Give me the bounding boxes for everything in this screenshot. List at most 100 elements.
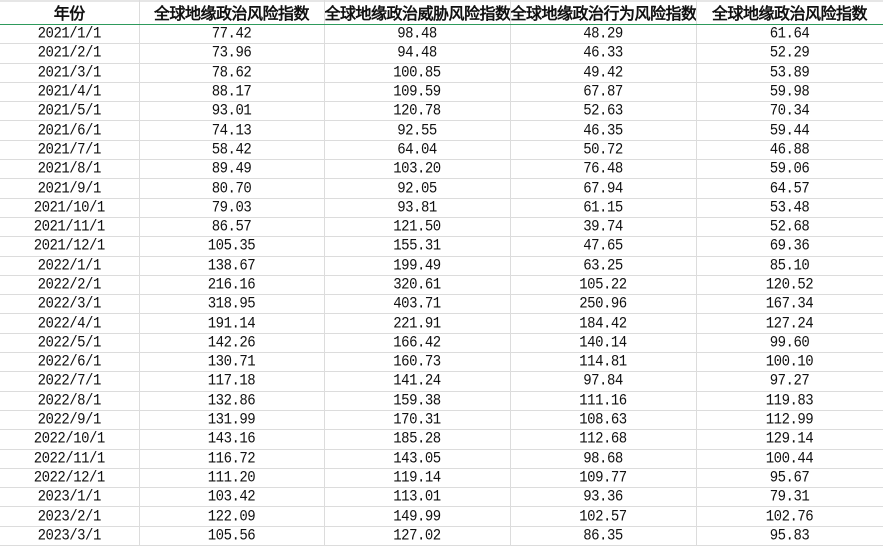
value-cell[interactable]: 52.63	[510, 101, 697, 122]
value-cell[interactable]: 112.99	[696, 410, 883, 431]
value-cell[interactable]: 70.34	[696, 101, 883, 122]
value-cell[interactable]: 121.50	[324, 217, 511, 238]
value-cell[interactable]: 92.05	[324, 178, 511, 199]
date-cell[interactable]: 2021/12/1	[0, 236, 140, 257]
value-cell[interactable]: 221.91	[324, 313, 511, 334]
value-cell[interactable]: 127.24	[696, 313, 883, 334]
value-cell[interactable]: 53.89	[696, 63, 883, 83]
value-cell[interactable]: 92.55	[324, 120, 511, 141]
value-cell[interactable]: 59.44	[696, 120, 883, 141]
date-cell[interactable]: 2022/5/1	[0, 333, 140, 354]
date-cell[interactable]: 2021/8/1	[0, 159, 140, 180]
value-cell[interactable]: 250.96	[510, 294, 697, 315]
value-cell[interactable]: 119.14	[324, 468, 511, 489]
value-cell[interactable]: 94.48	[324, 43, 511, 64]
date-cell[interactable]: 2021/1/1	[0, 24, 140, 45]
value-cell[interactable]: 79.31	[696, 487, 883, 508]
column-header[interactable]: 全球地缘政治威胁风险指数	[324, 0, 511, 25]
date-cell[interactable]: 2022/9/1	[0, 410, 140, 431]
value-cell[interactable]: 142.26	[139, 333, 325, 354]
value-cell[interactable]: 105.22	[510, 275, 697, 296]
date-cell[interactable]: 2022/3/1	[0, 294, 140, 315]
value-cell[interactable]: 160.73	[324, 352, 511, 373]
value-cell[interactable]: 199.49	[324, 256, 511, 276]
value-cell[interactable]: 67.87	[510, 82, 697, 103]
value-cell[interactable]: 86.35	[510, 526, 697, 546]
value-cell[interactable]: 159.38	[324, 391, 511, 411]
value-cell[interactable]: 47.65	[510, 236, 697, 257]
value-cell[interactable]: 141.24	[324, 371, 511, 392]
value-cell[interactable]: 46.88	[696, 140, 883, 161]
value-cell[interactable]: 111.16	[510, 391, 697, 411]
date-cell[interactable]: 2022/8/1	[0, 391, 140, 411]
value-cell[interactable]: 138.67	[139, 256, 325, 276]
value-cell[interactable]: 130.71	[139, 352, 325, 373]
value-cell[interactable]: 85.10	[696, 256, 883, 276]
value-cell[interactable]: 74.13	[139, 120, 325, 141]
value-cell[interactable]: 93.36	[510, 487, 697, 508]
value-cell[interactable]: 53.48	[696, 198, 883, 218]
date-cell[interactable]: 2021/9/1	[0, 178, 140, 199]
value-cell[interactable]: 143.16	[139, 429, 325, 450]
value-cell[interactable]: 166.42	[324, 333, 511, 354]
value-cell[interactable]: 167.34	[696, 294, 883, 315]
value-cell[interactable]: 102.57	[510, 506, 697, 527]
value-cell[interactable]: 69.36	[696, 236, 883, 257]
date-cell[interactable]: 2021/11/1	[0, 217, 140, 238]
value-cell[interactable]: 77.42	[139, 24, 325, 45]
value-cell[interactable]: 97.27	[696, 371, 883, 392]
date-cell[interactable]: 2021/5/1	[0, 101, 140, 122]
value-cell[interactable]: 95.83	[696, 526, 883, 546]
value-cell[interactable]: 78.62	[139, 63, 325, 83]
value-cell[interactable]: 109.59	[324, 82, 511, 103]
value-cell[interactable]: 99.60	[696, 333, 883, 354]
value-cell[interactable]: 185.28	[324, 429, 511, 450]
date-cell[interactable]: 2022/11/1	[0, 449, 140, 469]
value-cell[interactable]: 318.95	[139, 294, 325, 315]
value-cell[interactable]: 100.10	[696, 352, 883, 373]
column-header[interactable]: 全球地缘政治风险指数	[139, 0, 325, 25]
date-cell[interactable]: 2022/10/1	[0, 429, 140, 450]
value-cell[interactable]: 120.52	[696, 275, 883, 296]
value-cell[interactable]: 48.29	[510, 24, 697, 45]
value-cell[interactable]: 108.63	[510, 410, 697, 431]
value-cell[interactable]: 52.68	[696, 217, 883, 238]
value-cell[interactable]: 102.76	[696, 506, 883, 527]
value-cell[interactable]: 191.14	[139, 313, 325, 334]
value-cell[interactable]: 109.77	[510, 468, 697, 489]
column-header[interactable]: 全球地缘政治行为风险指数	[510, 0, 697, 25]
value-cell[interactable]: 52.29	[696, 43, 883, 64]
value-cell[interactable]: 59.06	[696, 159, 883, 180]
value-cell[interactable]: 131.99	[139, 410, 325, 431]
date-cell[interactable]: 2022/7/1	[0, 371, 140, 392]
date-cell[interactable]: 2021/6/1	[0, 120, 140, 141]
value-cell[interactable]: 320.61	[324, 275, 511, 296]
value-cell[interactable]: 67.94	[510, 178, 697, 199]
value-cell[interactable]: 80.70	[139, 178, 325, 199]
value-cell[interactable]: 403.71	[324, 294, 511, 315]
value-cell[interactable]: 216.16	[139, 275, 325, 296]
column-header[interactable]: 全球地缘政治风险指数	[696, 0, 883, 25]
value-cell[interactable]: 89.49	[139, 159, 325, 180]
value-cell[interactable]: 76.48	[510, 159, 697, 180]
date-cell[interactable]: 2021/2/1	[0, 43, 140, 64]
date-cell[interactable]: 2021/7/1	[0, 140, 140, 161]
value-cell[interactable]: 143.05	[324, 449, 511, 469]
value-cell[interactable]: 117.18	[139, 371, 325, 392]
value-cell[interactable]: 112.68	[510, 429, 697, 450]
value-cell[interactable]: 93.01	[139, 101, 325, 122]
value-cell[interactable]: 88.17	[139, 82, 325, 103]
date-cell[interactable]: 2022/6/1	[0, 352, 140, 373]
value-cell[interactable]: 46.33	[510, 43, 697, 64]
value-cell[interactable]: 61.15	[510, 198, 697, 218]
date-cell[interactable]: 2023/1/1	[0, 487, 140, 508]
value-cell[interactable]: 155.31	[324, 236, 511, 257]
date-cell[interactable]: 2023/3/1	[0, 526, 140, 546]
value-cell[interactable]: 149.99	[324, 506, 511, 527]
value-cell[interactable]: 103.20	[324, 159, 511, 180]
value-cell[interactable]: 98.68	[510, 449, 697, 469]
value-cell[interactable]: 64.04	[324, 140, 511, 161]
date-cell[interactable]: 2023/2/1	[0, 506, 140, 527]
value-cell[interactable]: 64.57	[696, 178, 883, 199]
value-cell[interactable]: 140.14	[510, 333, 697, 354]
